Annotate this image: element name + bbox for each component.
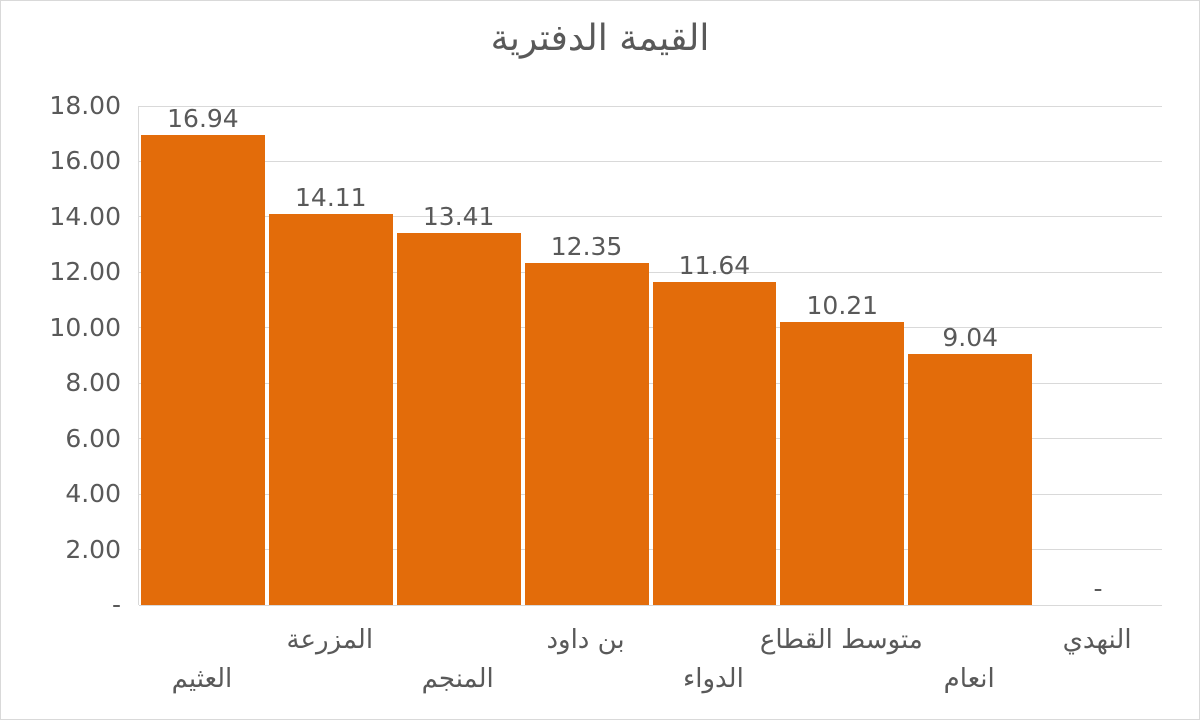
y-tick-label: 4.00: [65, 479, 121, 509]
gridline: [139, 438, 1162, 440]
gridline: [139, 327, 1162, 329]
bars-layer: 16.94 14.11 13.41 12.35 11.64 10.21 9.04 -: [139, 104, 1162, 605]
bar: [141, 135, 265, 605]
gridline: [139, 105, 1162, 107]
gridline: [139, 549, 1162, 551]
bar-value-label: 12.35: [550, 231, 623, 261]
bar-value-label: 10.21: [806, 290, 879, 320]
plot-area: 16.94 14.11 13.41 12.35 11.64 10.21 9.04 -: [138, 104, 1162, 606]
y-tick-label: -: [111, 590, 121, 619]
gridline: [139, 604, 1162, 606]
y-tick-label: 14.00: [49, 201, 121, 231]
bar-value-label: 11.64: [678, 251, 751, 281]
y-tick-label: 2.00: [65, 534, 121, 564]
bar: [908, 354, 1033, 605]
x-category-label: المزرعة: [286, 625, 374, 655]
chart-title: القيمة الدفترية: [490, 18, 710, 59]
x-category-label: العثيم: [171, 664, 233, 694]
gridline: [139, 493, 1162, 495]
bar-value-label: 9.04: [942, 323, 999, 353]
gridline: [139, 160, 1162, 162]
bar-value-label: 16.94: [167, 104, 239, 134]
bar: [524, 262, 649, 605]
bar: [780, 321, 905, 605]
x-category-label: انعام: [943, 664, 995, 694]
bar: [652, 282, 777, 605]
y-tick-label: 12.00: [49, 257, 121, 287]
gridline: [139, 271, 1162, 273]
x-category-label: الدواء: [683, 664, 744, 694]
gridline: [139, 382, 1162, 384]
x-category-label: المنجم: [421, 664, 494, 694]
y-tick-label: 10.00: [49, 312, 121, 342]
y-tick-label: 6.00: [65, 423, 121, 453]
bar-value-label: -: [1093, 574, 1103, 603]
x-category-label: النهدي: [1062, 625, 1132, 655]
bar: [396, 233, 521, 605]
x-category-label: بن داود: [546, 625, 625, 655]
bar: [268, 213, 393, 605]
bar-value-label: 14.11: [295, 182, 367, 212]
bar-value-label: 13.41: [422, 202, 495, 232]
x-category-label: متوسط القطاع: [759, 625, 923, 655]
y-tick-label: 18.00: [49, 91, 121, 120]
y-tick-label: 16.00: [49, 146, 121, 176]
gridline: [139, 216, 1162, 218]
y-tick-label: 8.00: [65, 368, 121, 398]
